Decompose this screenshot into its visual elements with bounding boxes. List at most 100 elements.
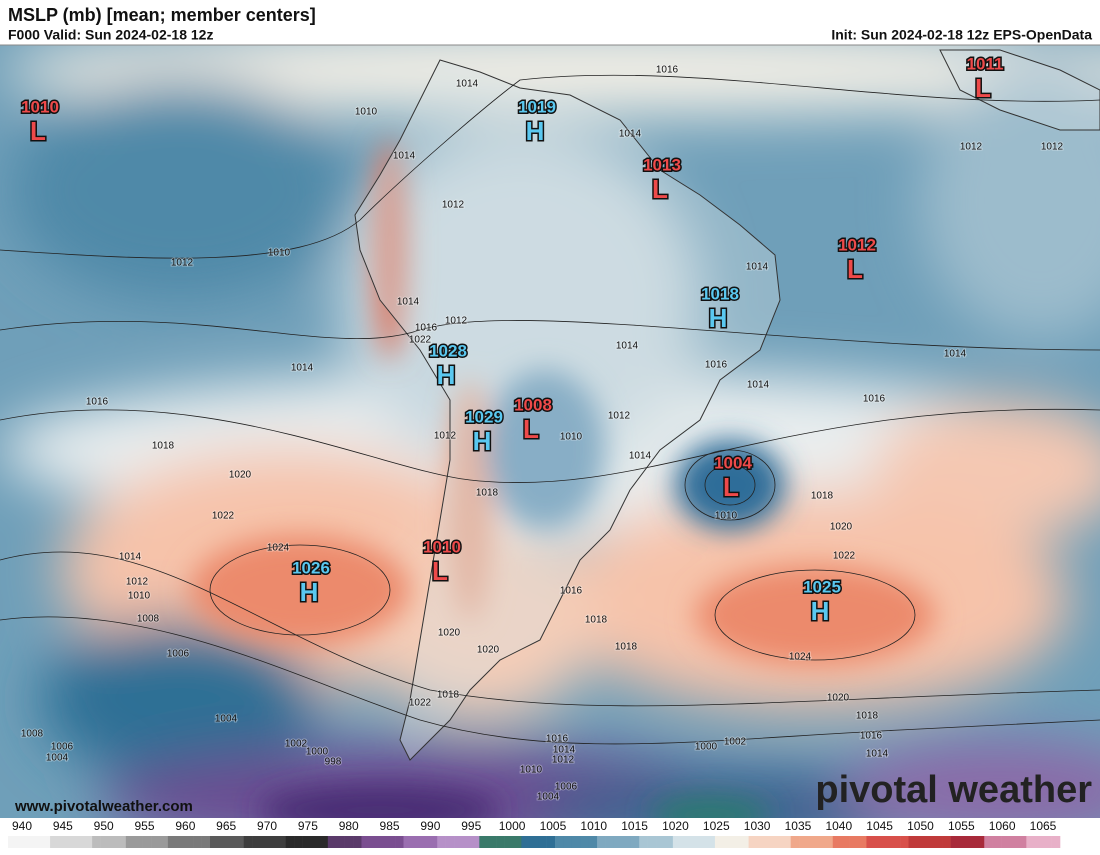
colorbar-cell [916, 836, 926, 848]
contour-label: 1016 [860, 731, 883, 742]
contour-label: 1014 [119, 552, 142, 563]
colorbar-cell [209, 836, 219, 848]
colorbar-cell [714, 836, 724, 848]
center-letter: H [526, 116, 545, 146]
colorbar-cell [866, 836, 876, 848]
colorbar-cell [327, 836, 337, 848]
colorbar-cell [698, 836, 707, 848]
colorbar-cell [992, 836, 1002, 848]
colorbar-tick-label: 1025 [703, 819, 730, 833]
colorbar-cell [613, 836, 623, 848]
colorbar-cell [167, 836, 177, 848]
contour-label: 1012 [552, 755, 575, 766]
colorbar-cell [260, 836, 270, 848]
contour-label: 1018 [152, 441, 175, 452]
center-letter: L [523, 414, 539, 444]
colorbar-cell [580, 836, 590, 848]
colorbar-cell [176, 836, 186, 848]
contour-label: 1012 [960, 142, 983, 153]
colorbar-cell [571, 836, 581, 848]
colorbar-cell [942, 836, 951, 848]
contour-label: 1002 [724, 737, 747, 748]
center-value: 1010 [21, 97, 59, 116]
contour-label: 998 [325, 757, 342, 768]
colorbar-cell [420, 836, 430, 848]
center-value: 1010 [423, 537, 461, 556]
colorbar-tick-label: 1000 [499, 819, 526, 833]
colorbar-cell [630, 836, 640, 848]
colorbar-cell [243, 836, 253, 848]
colorbar-cell [1017, 836, 1027, 848]
colorbar-cell [50, 836, 59, 848]
colorbar-cell [529, 836, 539, 848]
colorbar-cell [874, 836, 884, 848]
contour-label: 1010 [268, 248, 291, 259]
colorbar-cell [462, 836, 472, 848]
colorbar-cell [454, 836, 463, 848]
colorbar-cell [445, 836, 455, 848]
colorbar-cell [24, 836, 34, 848]
center-value: 1013 [643, 155, 681, 174]
contour-label: 1014 [944, 349, 967, 360]
center-value: 1004 [714, 453, 752, 472]
contour-label: 1018 [856, 711, 879, 722]
colorbar-cell [344, 836, 354, 848]
center-letter: H [300, 577, 319, 607]
colorbar-cell [815, 836, 825, 848]
colorbar-cell [285, 836, 295, 848]
colorbar-cell [925, 836, 935, 848]
colorbar-cell [748, 836, 758, 848]
colorbar-cell [66, 836, 76, 848]
colorbar-cell [8, 836, 17, 848]
contour-label: 1010 [520, 765, 543, 776]
colorbar-cell [75, 836, 85, 848]
contour-label: 1020 [827, 693, 850, 704]
map-field: 1016101410141012101010141012101010141014… [0, 45, 1100, 818]
colorbar-cell [790, 836, 800, 848]
contour-label: 1012 [1041, 142, 1064, 153]
colorbar-cell [108, 836, 118, 848]
contour-label: 1018 [615, 642, 638, 653]
contour-label: 1016 [656, 65, 679, 76]
contour-label: 1012 [442, 200, 465, 211]
center-letter: H [437, 360, 456, 390]
colorbar-cell [967, 836, 977, 848]
center-value: 1008 [514, 395, 552, 414]
colorbar-cell [731, 836, 741, 848]
colorbar-cell [395, 836, 404, 848]
contour-label: 1014 [393, 151, 416, 162]
colorbar-cell [959, 836, 968, 848]
contour-label: 1016 [86, 397, 109, 408]
colorbar-cell [470, 836, 480, 848]
colorbar-cell [740, 836, 749, 848]
colorbar-cell [268, 836, 278, 848]
contour-label: 1020 [229, 470, 252, 481]
colorbar-cell [193, 836, 202, 848]
colorbar-tick-label: 985 [380, 819, 400, 833]
colorbar-cell [226, 836, 236, 848]
africa-outline [939, 49, 1100, 131]
contour-label: 1018 [476, 488, 499, 499]
colorbar-cell [891, 836, 901, 848]
valid-time: F000 Valid: Sun 2024-02-18 12z [8, 27, 213, 43]
colorbar-cell [908, 836, 918, 848]
colorbar-cell [1026, 836, 1036, 848]
center-letter: L [652, 174, 668, 204]
colorbar-tick-label: 1065 [1030, 819, 1057, 833]
colorbar-cell [496, 836, 505, 848]
colorbar-tick-label: 1060 [989, 819, 1016, 833]
colorbar-cell [975, 836, 985, 848]
contour-label: 1016 [546, 734, 569, 745]
colorbar-cell [134, 836, 143, 848]
contour-label: 1016 [863, 394, 886, 405]
colorbar-cell [858, 836, 867, 848]
contour-label: 1010 [128, 591, 151, 602]
colorbar-cell [664, 836, 674, 848]
colorbar-tick-label: 955 [135, 819, 155, 833]
center-letter: H [811, 596, 830, 626]
colorbar-cell [159, 836, 169, 848]
colorbar-tick-label: 1035 [785, 819, 812, 833]
colorbar-tick-label: 945 [53, 819, 73, 833]
colorbar-cell [984, 836, 993, 848]
